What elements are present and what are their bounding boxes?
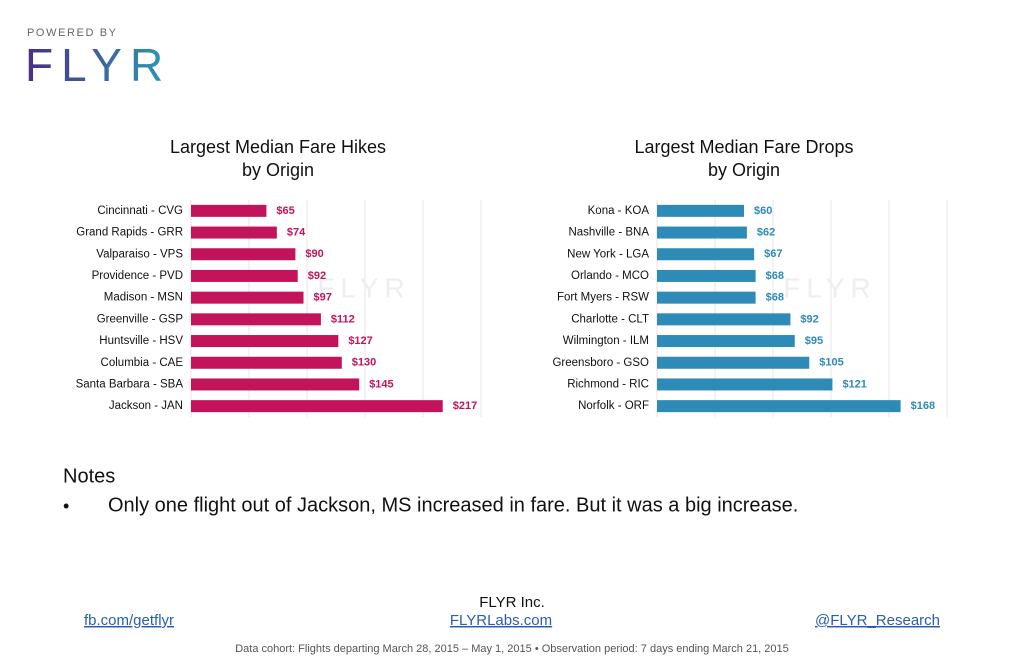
value-label: $90 xyxy=(305,248,323,260)
category-label: Norfolk - ORF xyxy=(578,400,649,412)
bar xyxy=(191,378,360,391)
bar xyxy=(191,335,339,348)
bar xyxy=(191,269,298,282)
bar xyxy=(191,248,296,261)
value-label: $92 xyxy=(800,313,818,325)
powered-by: POWERED BY xyxy=(27,27,118,39)
category-label: Greenville - GSP xyxy=(97,313,184,325)
value-label: $68 xyxy=(766,270,784,282)
value-label: $60 xyxy=(754,205,772,217)
value-label: $68 xyxy=(766,292,784,304)
bar xyxy=(657,400,901,413)
category-label: Madison - MSN xyxy=(104,292,183,304)
value-label: $105 xyxy=(819,357,843,369)
category-label: Charlotte - CLT xyxy=(571,313,649,325)
category-label: Greensboro - GSO xyxy=(552,357,649,369)
category-label: Richmond - RIC xyxy=(567,378,649,390)
bar xyxy=(657,378,833,391)
bar xyxy=(191,400,443,413)
value-label: $95 xyxy=(805,335,823,347)
bullet: • xyxy=(63,496,69,516)
value-label: $97 xyxy=(314,292,332,304)
watermark: FLYR xyxy=(783,272,877,303)
value-label: $74 xyxy=(287,226,306,238)
bar xyxy=(657,291,756,304)
bar xyxy=(191,291,304,304)
value-label: $130 xyxy=(352,357,376,369)
chart-title: Largest Median Fare Drops xyxy=(634,137,853,157)
bar xyxy=(657,356,810,369)
bar xyxy=(657,226,747,239)
category-label: Cincinnati - CVG xyxy=(97,205,183,217)
category-label: Nashville - BNA xyxy=(568,227,649,239)
category-label: Wilmington - ILM xyxy=(563,335,649,347)
category-label: Columbia - CAE xyxy=(101,357,184,369)
bar xyxy=(657,335,795,348)
category-label: Santa Barbara - SBA xyxy=(76,378,184,390)
value-label: $112 xyxy=(331,313,355,325)
chart-title: by Origin xyxy=(708,160,780,180)
value-label: $62 xyxy=(757,226,775,238)
category-label: Huntsville - HSV xyxy=(99,335,183,347)
logo: FLYR xyxy=(25,39,171,91)
chart-title: Largest Median Fare Hikes xyxy=(170,137,386,157)
category-label: Fort Myers - RSW xyxy=(557,292,649,304)
bar xyxy=(191,356,342,369)
bar xyxy=(657,248,755,261)
website-link[interactable]: FLYRLabs.com xyxy=(450,612,552,629)
category-label: Orlando - MCO xyxy=(571,270,649,282)
bar xyxy=(191,204,267,217)
value-label: $121 xyxy=(842,378,866,390)
twitter-link[interactable]: @FLYR_Research xyxy=(815,612,940,629)
bar xyxy=(191,313,321,326)
value-label: $65 xyxy=(276,205,294,217)
cohort-note: Data cohort: Flights departing March 28,… xyxy=(235,643,789,655)
note-item: Only one flight out of Jackson, MS incre… xyxy=(108,494,798,516)
category-label: Valparaiso - VPS xyxy=(96,248,183,260)
category-label: Grand Rapids - GRR xyxy=(76,227,183,239)
value-label: $92 xyxy=(308,270,326,282)
company: FLYR Inc. xyxy=(479,594,545,611)
watermark: FLYR xyxy=(317,272,411,303)
notes-title: Notes xyxy=(63,465,115,487)
category-label: Jackson - JAN xyxy=(109,400,183,412)
category-label: Providence - PVD xyxy=(92,270,183,282)
value-label: $145 xyxy=(369,378,393,390)
value-label: $67 xyxy=(764,248,782,260)
bar xyxy=(657,313,791,326)
bar xyxy=(657,204,744,217)
category-label: Kona - KOA xyxy=(588,205,650,217)
facebook-link[interactable]: fb.com/getflyr xyxy=(84,612,174,629)
value-label: $168 xyxy=(911,400,935,412)
bar xyxy=(191,226,277,239)
value-label: $127 xyxy=(348,335,372,347)
category-label: New York - LGA xyxy=(567,248,649,260)
value-label: $217 xyxy=(453,400,477,412)
bar xyxy=(657,269,756,282)
chart-title: by Origin xyxy=(242,160,314,180)
